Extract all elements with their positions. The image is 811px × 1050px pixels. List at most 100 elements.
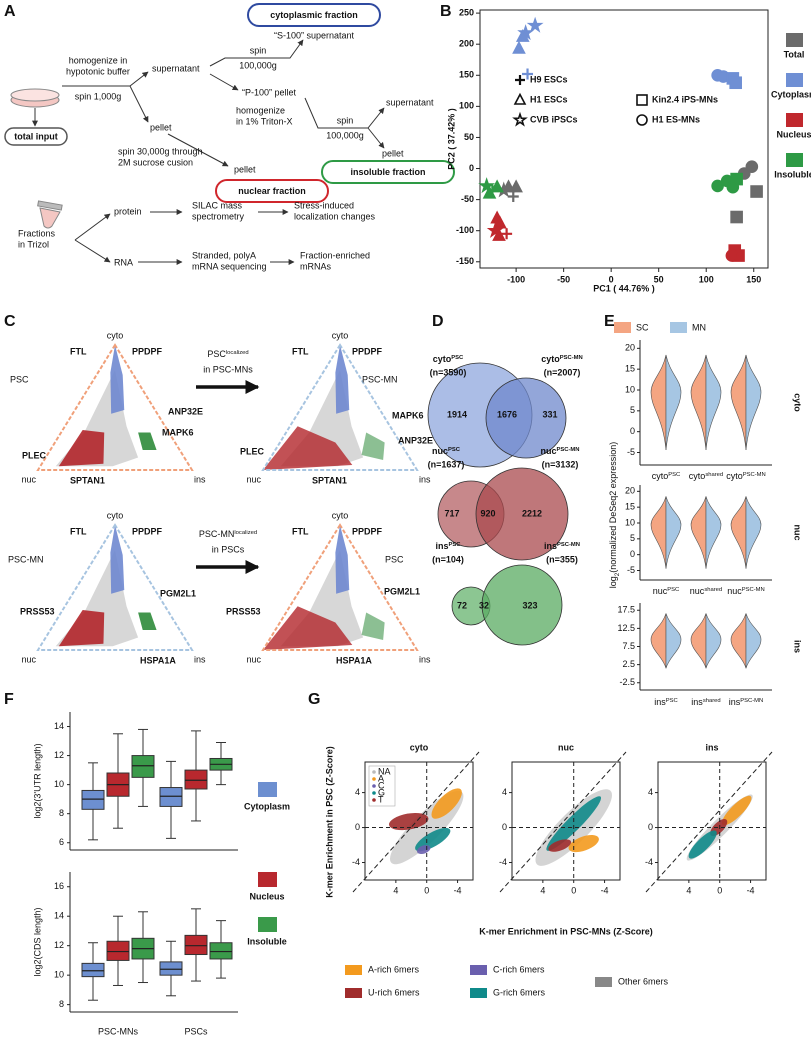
legend-label: Nucleus bbox=[776, 129, 811, 139]
gene-label: PRSS53 bbox=[20, 606, 55, 616]
x-tick-label: 4 bbox=[686, 885, 691, 895]
step-label: spin bbox=[250, 45, 267, 55]
x-tick-label-base: cyto bbox=[652, 471, 669, 481]
x-tick-label-base: nuc bbox=[727, 586, 742, 596]
y-axis-label: log2(normalized DeSeq2 expression) bbox=[608, 442, 621, 589]
ins-cloud bbox=[138, 432, 157, 450]
legend-label: Nucleus bbox=[249, 891, 284, 901]
legend-swatch bbox=[786, 113, 803, 127]
panel-label: G bbox=[308, 691, 320, 708]
step-label: 100,000g bbox=[326, 130, 364, 140]
legend-label: G-rich 6mers bbox=[493, 987, 546, 997]
x-tick-label-base: cyto bbox=[726, 471, 743, 481]
x-tick-label: 0 bbox=[717, 885, 722, 895]
inset-dot bbox=[372, 777, 376, 781]
panel-label: F bbox=[4, 691, 14, 708]
box bbox=[81, 789, 105, 810]
x-tick-label: insPSC bbox=[654, 697, 678, 707]
y-tick-label: 0 bbox=[630, 426, 635, 436]
step-label: Fraction-enriched bbox=[300, 250, 370, 260]
step-label: in 1% Triton-X bbox=[236, 116, 293, 126]
plot-frame bbox=[511, 761, 621, 881]
point bbox=[513, 92, 527, 105]
legend-label: Cytoplasm bbox=[771, 89, 811, 99]
inset-label: G bbox=[378, 787, 385, 797]
panel-label: E bbox=[604, 313, 615, 330]
point bbox=[515, 28, 530, 42]
inset-dot bbox=[372, 798, 376, 802]
ins-cloud bbox=[361, 612, 385, 640]
legend-label: Total bbox=[784, 49, 805, 59]
point bbox=[725, 249, 739, 262]
vertex-label: cyto bbox=[107, 330, 124, 340]
violin-mn bbox=[705, 354, 722, 451]
y-tick-label: 20 bbox=[625, 486, 635, 496]
arrow-label-sup: localized bbox=[226, 350, 249, 356]
step-label: 2M sucrose cusion bbox=[118, 157, 193, 167]
gene-label: ANP32E bbox=[168, 406, 203, 416]
x-tick-label: 150 bbox=[746, 274, 761, 284]
nuc-cloud bbox=[58, 430, 105, 467]
step-label: Stranded, polyA bbox=[192, 250, 256, 260]
legend-swatch bbox=[786, 33, 803, 47]
gene-label: FTL bbox=[292, 526, 309, 536]
plot-frame bbox=[657, 761, 767, 881]
nuc-label: nuclear fraction bbox=[238, 186, 306, 196]
y-tick-label: -5 bbox=[627, 565, 635, 575]
row-label: ins bbox=[793, 640, 803, 653]
y-axis-label: PC2 ( 37.42% ) bbox=[446, 108, 456, 170]
venn-title-sup: PSC bbox=[448, 447, 461, 453]
violin-sc bbox=[650, 354, 667, 451]
x-tick-label: -4 bbox=[454, 885, 462, 895]
x-tick-label: 50 bbox=[654, 274, 664, 284]
y-tick-label: 4 bbox=[648, 787, 653, 797]
triangle-outline bbox=[261, 343, 419, 471]
y-tick-label: 250 bbox=[459, 7, 474, 17]
venn-count: 331 bbox=[542, 409, 557, 419]
x-tick-label: PSCs bbox=[184, 1026, 208, 1036]
y-axis-label-sub: 2 bbox=[614, 572, 621, 576]
venn-count: 2212 bbox=[522, 508, 542, 518]
x-tick-label-base: ins bbox=[729, 697, 741, 707]
triangle-outline bbox=[36, 343, 194, 471]
legend-swatch bbox=[786, 73, 803, 87]
inset-dot bbox=[372, 784, 376, 788]
legend-label: C-rich 6mers bbox=[493, 964, 545, 974]
plot-frame bbox=[364, 761, 474, 881]
venn-title: insPSC bbox=[435, 541, 461, 551]
violin-mn bbox=[665, 613, 682, 669]
kmer-cloud bbox=[388, 812, 429, 831]
violin-mn bbox=[665, 354, 682, 451]
panel-label: B bbox=[440, 3, 452, 20]
gene-label: PRSS53 bbox=[226, 606, 261, 616]
legend-label: Cytoplasm bbox=[244, 801, 290, 811]
y-tick-label: 5 bbox=[630, 533, 635, 543]
gene-label: FTL bbox=[70, 526, 87, 536]
gene-label: PPDPF bbox=[352, 346, 383, 356]
y-tick-label: -5 bbox=[627, 447, 635, 457]
venn-n: (n=355) bbox=[546, 554, 578, 564]
box bbox=[159, 961, 183, 976]
y-axis-label: log2(3'UTR length) bbox=[32, 743, 42, 818]
venn-title-base: ins bbox=[544, 541, 557, 551]
x-tick-label: -4 bbox=[601, 885, 609, 895]
x-tick-label: insPSC-MN bbox=[729, 697, 764, 707]
fraction-label: supernatant bbox=[386, 97, 434, 107]
gene-label: HSPA1A bbox=[336, 655, 372, 665]
input-label: total input bbox=[14, 131, 58, 141]
kmer-cloud bbox=[688, 830, 717, 859]
y-tick-label: 14 bbox=[54, 721, 64, 731]
x-tick-label-sup: shared bbox=[705, 472, 723, 478]
step-label: spin 1,000g bbox=[75, 91, 122, 101]
box bbox=[209, 942, 233, 960]
vertex-label: nuc bbox=[21, 654, 36, 664]
venn-title: insPSC-MN bbox=[544, 541, 580, 551]
venn-title: cytoPSC-MN bbox=[541, 354, 583, 364]
venn-count: 717 bbox=[444, 508, 459, 518]
venn-title: nucPSC-MN bbox=[540, 446, 579, 456]
legend-swatch bbox=[595, 977, 612, 987]
y-tick-label: 100 bbox=[459, 101, 474, 111]
y-tick-label: 6 bbox=[59, 837, 64, 847]
y-axis-label-rest: (normalized DeSeq2 expression) bbox=[608, 442, 618, 573]
